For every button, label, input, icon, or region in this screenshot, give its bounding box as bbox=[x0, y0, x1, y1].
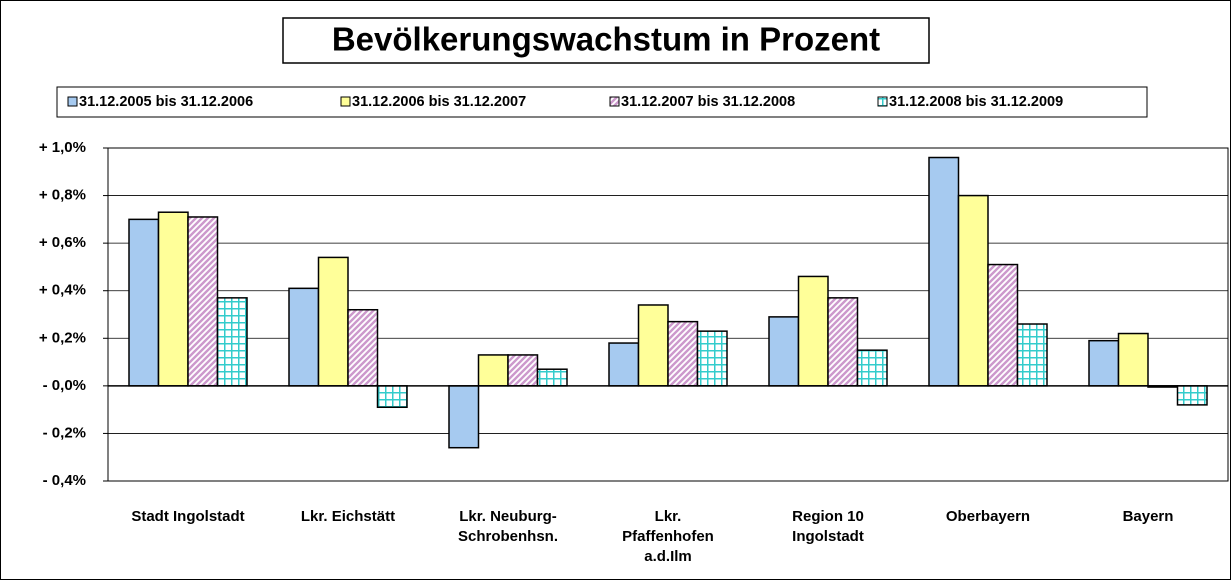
bar bbox=[797, 275, 829, 387]
bar bbox=[957, 194, 989, 387]
bar bbox=[536, 368, 568, 387]
y-tick-label: + 0,6% bbox=[39, 234, 86, 251]
legend-swatch bbox=[340, 96, 351, 107]
bar bbox=[928, 156, 960, 387]
bar bbox=[987, 263, 1019, 387]
x-tick-label: Lkr. Pfaffenhofen a.d.Ilm bbox=[622, 508, 714, 565]
bar bbox=[216, 297, 248, 387]
bar bbox=[317, 256, 349, 387]
legend-box bbox=[56, 86, 1148, 118]
y-tick-label: + 0,8% bbox=[39, 187, 86, 204]
x-tick-label: Region 10 Ingolstadt bbox=[792, 508, 864, 545]
x-tick-label: Lkr. Eichstätt bbox=[301, 508, 395, 525]
bar bbox=[477, 354, 509, 387]
bar bbox=[347, 308, 379, 387]
y-tick-label: + 1,0% bbox=[39, 139, 86, 156]
bar bbox=[1117, 332, 1149, 387]
y-tick-label: + 0,4% bbox=[39, 282, 86, 299]
bar bbox=[288, 287, 320, 387]
bar bbox=[667, 320, 699, 387]
bar bbox=[187, 216, 219, 387]
x-tick-label: Bayern bbox=[1123, 508, 1174, 525]
bar bbox=[507, 354, 539, 387]
legend-swatch bbox=[67, 96, 78, 107]
legend-swatch bbox=[877, 96, 888, 107]
bar bbox=[768, 316, 800, 387]
bar bbox=[376, 385, 408, 409]
x-tick-label: Stadt Ingolstadt bbox=[131, 508, 244, 525]
title-box bbox=[282, 17, 930, 64]
legend-swatch bbox=[609, 96, 620, 107]
chart-title: Bevölkerungswachstum in Prozent bbox=[332, 21, 880, 58]
y-tick-label: - 0,2% bbox=[43, 424, 86, 441]
bar bbox=[128, 218, 160, 387]
bar bbox=[1088, 339, 1120, 387]
legend-label: 31.12.2008 bis 31.12.2009 bbox=[889, 94, 1063, 110]
y-tick-label: - 0,4% bbox=[43, 472, 86, 489]
y-tick-label: - 0,0% bbox=[43, 377, 86, 394]
x-tick-label: Lkr. Neuburg-Schrobenhsn. bbox=[458, 508, 558, 545]
y-tick-label: + 0,2% bbox=[39, 329, 86, 346]
bar bbox=[637, 304, 669, 387]
bar bbox=[696, 330, 728, 387]
bar bbox=[827, 297, 859, 387]
x-tick-label: Oberbayern bbox=[946, 508, 1030, 525]
bar bbox=[1176, 385, 1208, 406]
legend-label: 31.12.2007 bis 31.12.2008 bbox=[621, 94, 795, 110]
bar bbox=[448, 385, 480, 449]
bar bbox=[1016, 323, 1048, 387]
bar bbox=[157, 211, 189, 387]
bar bbox=[608, 342, 640, 387]
legend-label: 31.12.2006 bis 31.12.2007 bbox=[352, 94, 526, 110]
legend-label: 31.12.2005 bis 31.12.2006 bbox=[79, 94, 253, 110]
bar bbox=[856, 349, 888, 387]
